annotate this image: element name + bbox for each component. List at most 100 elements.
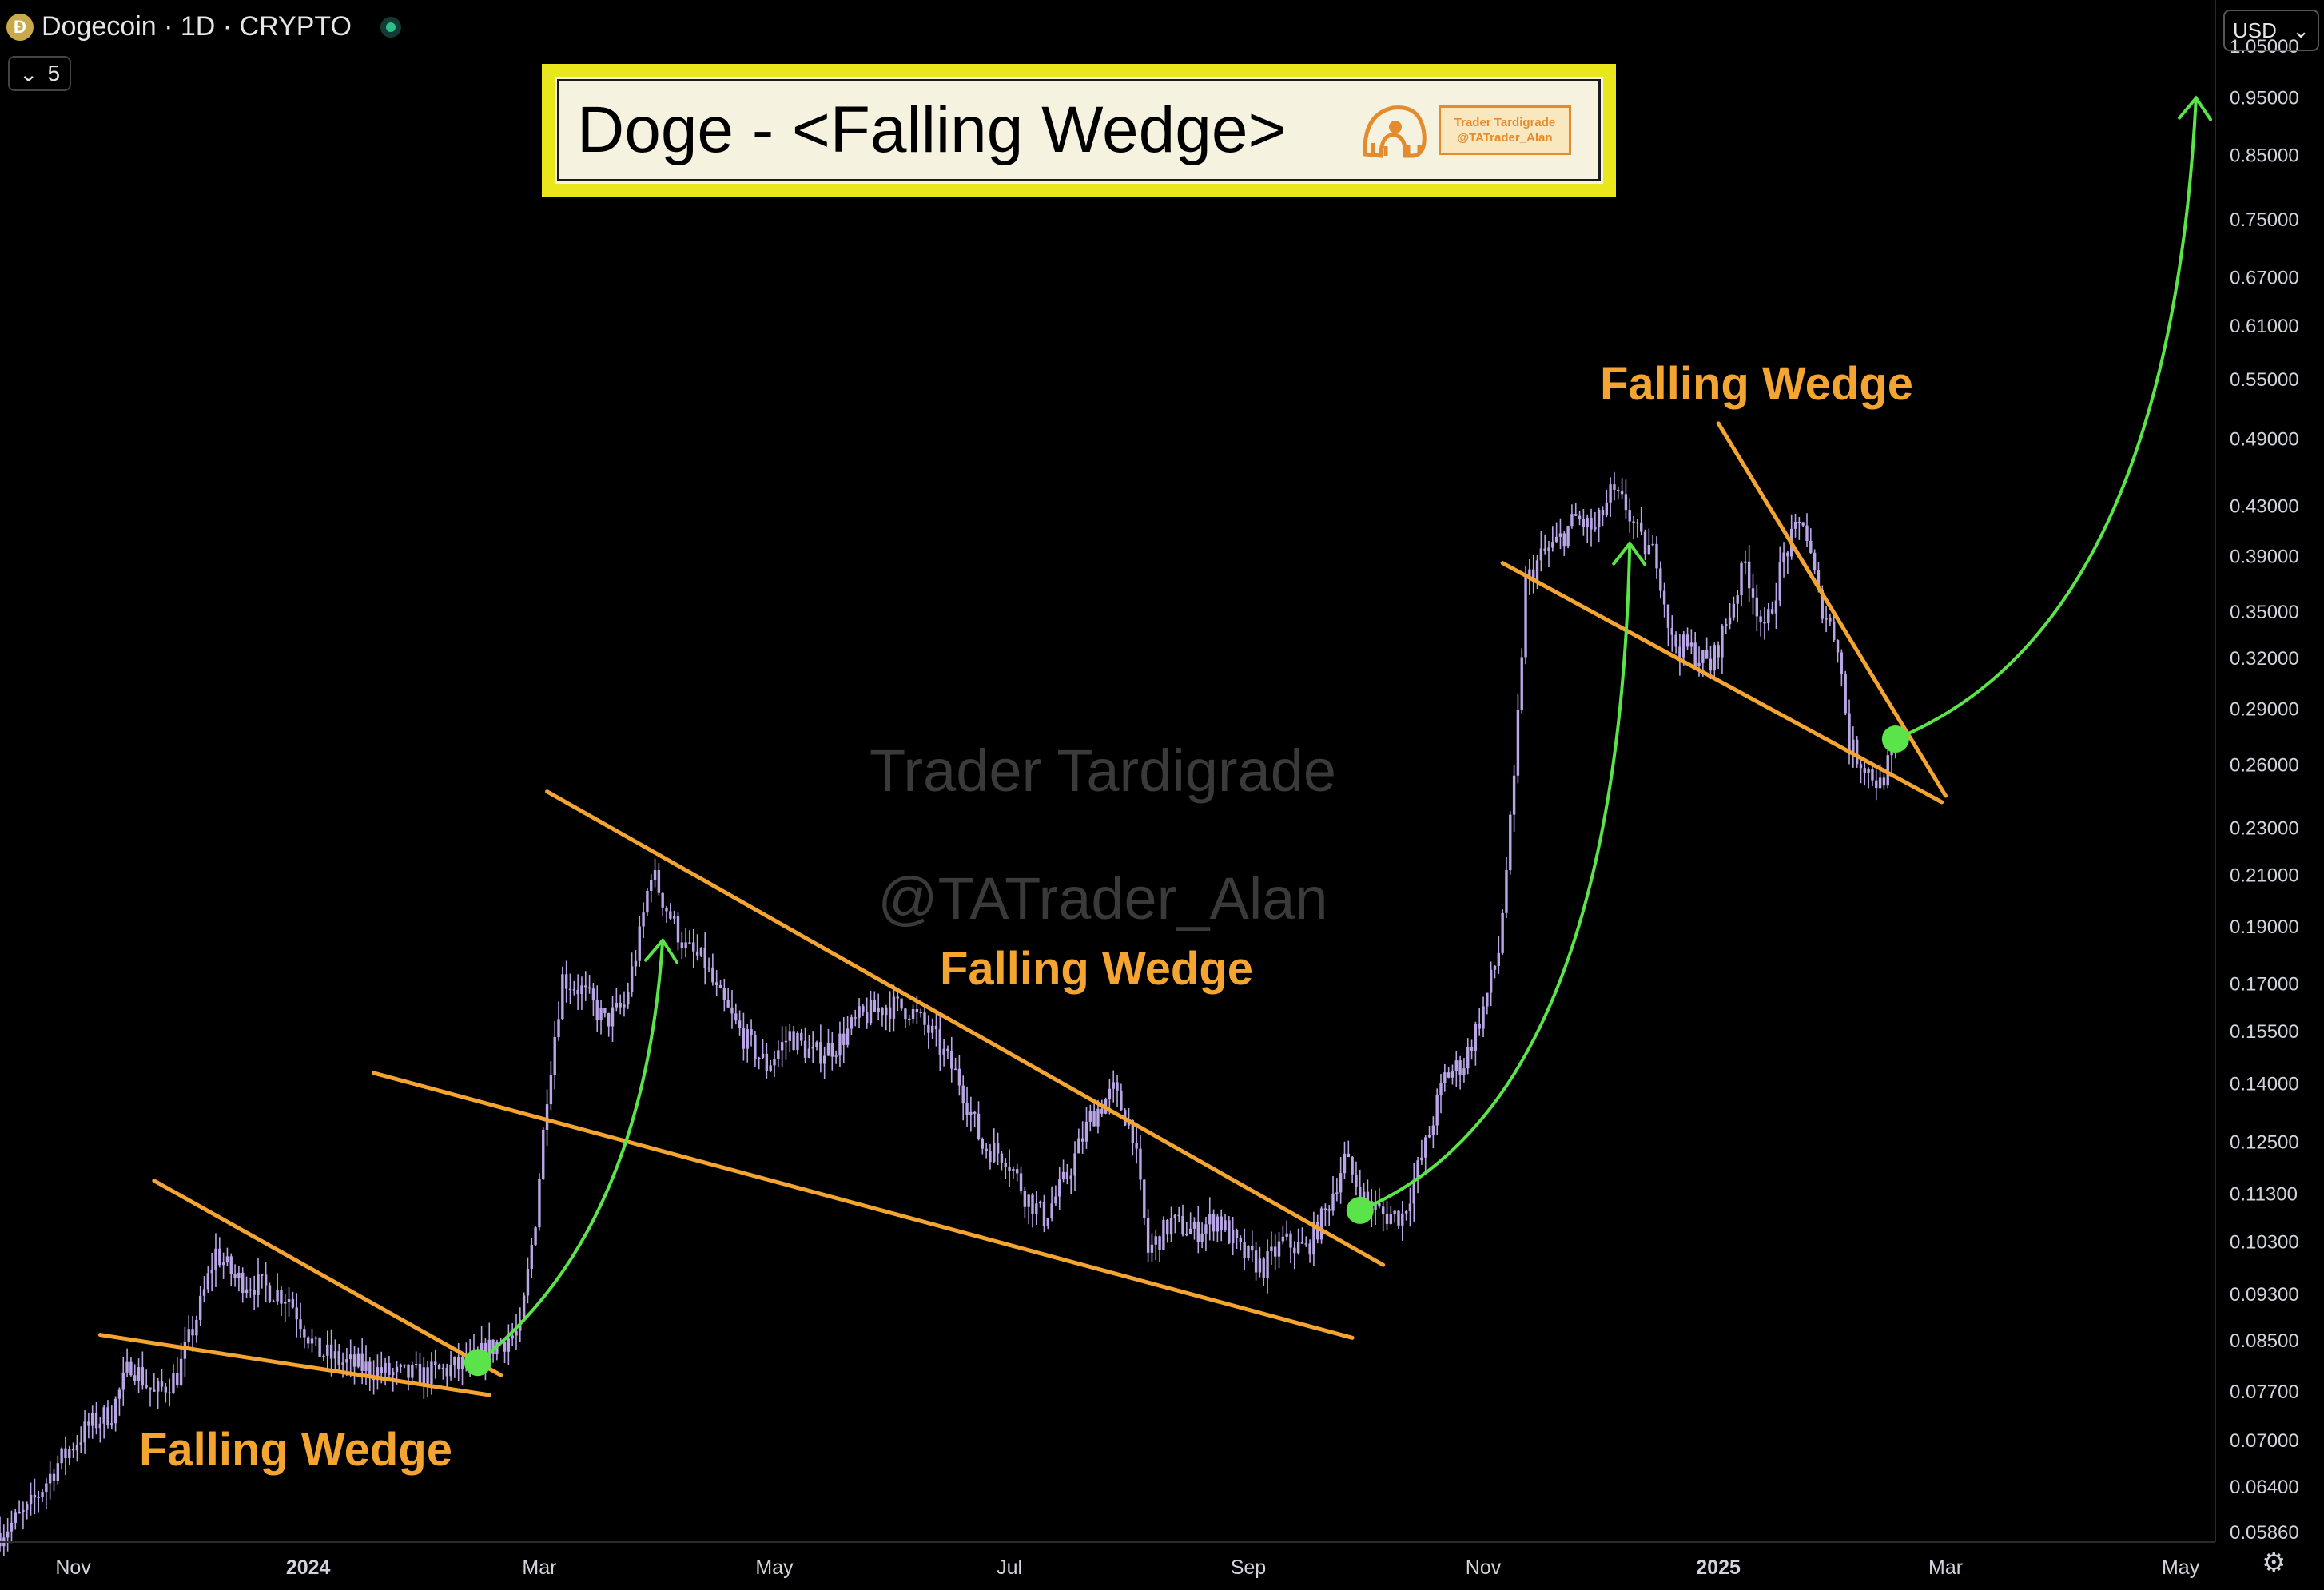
candle-body xyxy=(584,985,587,988)
candle-body xyxy=(384,1362,387,1373)
author-badge: Trader Tardigrade @TATrader_Alan xyxy=(1439,105,1571,155)
candle-body xyxy=(1705,650,1709,659)
candle-body xyxy=(977,1113,981,1139)
annotation-falling-wedge-3: Falling Wedge xyxy=(1600,358,1913,410)
candle-body xyxy=(665,907,668,912)
candle-body xyxy=(1725,624,1728,626)
price-tick-label: 0.35000 xyxy=(2230,602,2299,623)
candle-body xyxy=(1717,645,1720,658)
candle-body xyxy=(45,1483,48,1493)
candle-body xyxy=(94,1413,98,1429)
candle-body xyxy=(426,1367,429,1385)
candle-body xyxy=(71,1449,75,1451)
candle-body xyxy=(1609,484,1612,503)
annotation-falling-wedge-2: Falling Wedge xyxy=(940,943,1253,995)
badge-line-1: Trader Tardigrade xyxy=(1454,115,1556,129)
currency-select[interactable]: USD ⌄ xyxy=(2223,10,2319,51)
candle-body xyxy=(549,1075,553,1105)
candle-body xyxy=(1482,1006,1485,1029)
candle-body xyxy=(453,1357,456,1366)
candle-body xyxy=(1709,658,1713,671)
candle-body xyxy=(1878,777,1882,789)
candle-body xyxy=(619,1002,622,1008)
candle-body xyxy=(553,1037,556,1075)
candle-body xyxy=(356,1353,360,1367)
indicators-toggle-button[interactable]: ⌄ 5 xyxy=(8,56,72,91)
candle-body xyxy=(1613,484,1616,490)
candle-body xyxy=(364,1361,368,1371)
candle-body xyxy=(714,982,718,985)
candle-body xyxy=(91,1413,94,1426)
candle-body xyxy=(310,1338,314,1344)
chart-settings-gear-icon[interactable]: ⚙ xyxy=(2262,1548,2286,1578)
candle-body xyxy=(599,1008,603,1020)
candle-body xyxy=(865,1012,869,1024)
candle-body xyxy=(881,1008,884,1016)
candle-body xyxy=(1617,489,1620,491)
candle-body xyxy=(646,890,649,913)
candle-body xyxy=(18,1512,21,1514)
price-tick-label: 0.07700 xyxy=(2230,1381,2299,1403)
candle-body xyxy=(1420,1157,1423,1161)
candle-body xyxy=(1096,1108,1100,1127)
market-status-icon[interactable] xyxy=(380,16,401,38)
price-tick-label: 1.05000 xyxy=(2230,36,2299,58)
candle-body xyxy=(1166,1219,1169,1235)
candle-body xyxy=(98,1423,102,1429)
candle-body xyxy=(225,1256,229,1263)
arrowhead xyxy=(644,937,678,964)
candle-body xyxy=(1594,527,1597,530)
candle-body xyxy=(441,1367,445,1369)
candle-body xyxy=(1755,597,1759,617)
candle-body xyxy=(792,1031,795,1050)
candle-body xyxy=(1578,515,1582,519)
price-tick-label: 0.12500 xyxy=(2230,1132,2299,1154)
candle-body xyxy=(542,1130,545,1179)
candle-body xyxy=(26,1504,29,1510)
candle-body xyxy=(183,1342,187,1359)
candle-body xyxy=(1867,769,1870,773)
candle-body xyxy=(1031,1194,1034,1214)
candle-body xyxy=(191,1329,194,1336)
candle-body xyxy=(915,1008,919,1012)
time-tick-label: Mar xyxy=(522,1556,556,1579)
candle-body xyxy=(676,916,680,943)
candle-body xyxy=(877,1008,880,1012)
candle-body xyxy=(1829,618,1832,622)
candle-body xyxy=(862,1006,865,1013)
price-tick-label: 0.39000 xyxy=(2230,546,2299,567)
candle-body xyxy=(264,1274,268,1286)
candle-body xyxy=(1570,514,1574,527)
candle-body xyxy=(653,870,657,880)
price-tick-label: 0.07000 xyxy=(2230,1430,2299,1452)
candle-body xyxy=(1505,870,1508,913)
candle-body xyxy=(1674,634,1677,647)
candle-body xyxy=(68,1449,71,1458)
candle-body xyxy=(1670,627,1673,635)
candle-body xyxy=(411,1365,414,1378)
candle-body xyxy=(1327,1209,1331,1211)
candle-body xyxy=(684,942,687,949)
candle-body xyxy=(1016,1169,1019,1174)
candle-body xyxy=(1169,1218,1173,1235)
candle-body xyxy=(176,1373,179,1385)
candle-body xyxy=(299,1319,302,1330)
candle-body xyxy=(873,1000,877,1012)
candle-body xyxy=(973,1111,977,1114)
candle-body xyxy=(1343,1153,1347,1174)
candle-body xyxy=(1697,662,1701,666)
price-tick-label: 0.26000 xyxy=(2230,755,2299,777)
candle-body xyxy=(846,1028,850,1045)
candle-body xyxy=(1825,618,1828,620)
candle-body xyxy=(306,1337,310,1344)
candle-body xyxy=(33,1494,37,1498)
candle-body xyxy=(1069,1175,1072,1179)
breakout-arrow xyxy=(476,940,665,1364)
candle-body xyxy=(1378,1203,1381,1207)
candle-body xyxy=(503,1342,507,1352)
candle-body xyxy=(1740,562,1743,596)
symbol-header[interactable]: Ð Dogecoin · 1D · CRYPTO xyxy=(6,11,401,42)
price-tick-label: 0.55000 xyxy=(2230,369,2299,391)
price-tick-label: 0.95000 xyxy=(2230,88,2299,109)
